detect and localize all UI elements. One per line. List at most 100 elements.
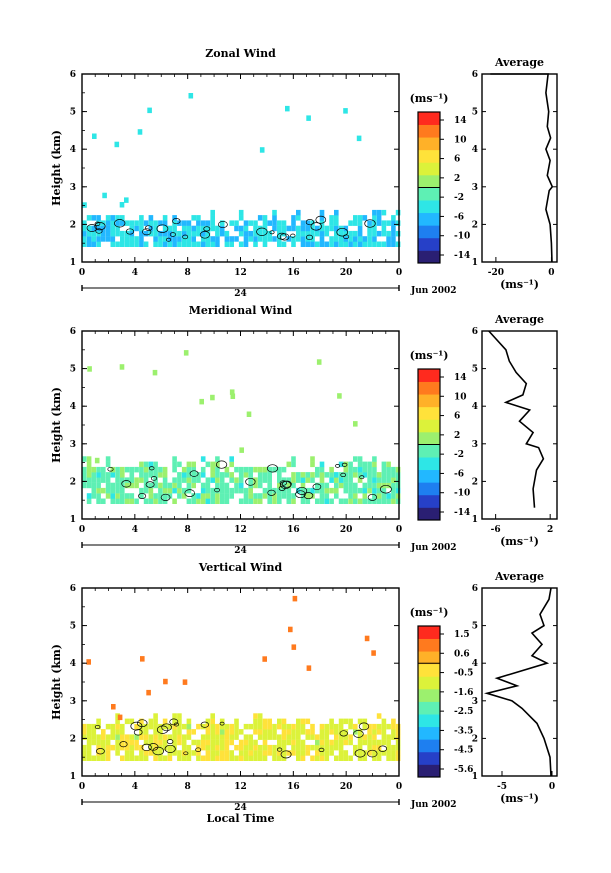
heatmap-cell bbox=[186, 718, 192, 725]
panel-1-heatmap-cells bbox=[82, 93, 401, 247]
heatmap-cell bbox=[186, 755, 192, 761]
heatmap-cell bbox=[367, 236, 372, 242]
heatmap-cell bbox=[243, 755, 249, 761]
heatmap-cell bbox=[272, 734, 277, 740]
panel-1-date-label: Jun 2002 bbox=[410, 286, 457, 296]
heatmap-cell bbox=[262, 487, 268, 494]
heatmap-cell bbox=[143, 466, 149, 473]
heatmap-cell bbox=[324, 750, 330, 756]
avg-y-tick-label: 3 bbox=[472, 183, 478, 193]
contour-line bbox=[142, 228, 152, 236]
heatmap-cell bbox=[357, 472, 363, 478]
heatmap-cell bbox=[257, 482, 263, 489]
heatmap-cell bbox=[82, 202, 87, 208]
heatmap-cell bbox=[86, 482, 92, 489]
heatmap-cell bbox=[272, 729, 277, 735]
heatmap-cell bbox=[215, 466, 220, 473]
heatmap-cell bbox=[101, 472, 106, 478]
heatmap-cell bbox=[139, 477, 144, 483]
heatmap-cell bbox=[334, 744, 339, 751]
heatmap-cell bbox=[158, 487, 163, 494]
heatmap-cell bbox=[376, 472, 382, 478]
heatmap-cell bbox=[101, 744, 106, 751]
heatmap-cell bbox=[338, 744, 344, 751]
heatmap-cell bbox=[129, 734, 135, 740]
heatmap-cell bbox=[338, 241, 344, 247]
contour-line bbox=[94, 221, 101, 226]
heatmap-cell bbox=[86, 472, 92, 478]
heatmap-cell bbox=[196, 220, 201, 226]
heatmap-cell bbox=[229, 389, 235, 395]
heatmap-cell bbox=[324, 493, 330, 499]
heatmap-cell bbox=[395, 487, 401, 494]
heatmap-cell bbox=[305, 718, 311, 725]
heatmap-cell bbox=[386, 230, 391, 237]
heatmap-cell bbox=[139, 241, 144, 247]
heatmap-cell bbox=[105, 744, 111, 751]
heatmap-cell bbox=[343, 498, 349, 504]
heatmap-cell bbox=[105, 750, 111, 756]
heatmap-cell bbox=[319, 466, 325, 473]
heatmap-cell bbox=[96, 487, 101, 494]
heatmap-cell bbox=[391, 236, 396, 242]
heatmap-cell bbox=[205, 482, 211, 489]
heatmap-cell bbox=[205, 225, 211, 232]
heatmap-cell bbox=[172, 750, 177, 756]
heatmap-cell bbox=[153, 225, 158, 232]
heatmap-cell bbox=[139, 472, 144, 478]
heatmap-cell bbox=[129, 744, 135, 751]
heatmap-cell bbox=[172, 461, 177, 468]
y-tick-label: 6 bbox=[70, 327, 76, 337]
heatmap-cell bbox=[105, 487, 111, 494]
colorbar-tick-label: -1.6 bbox=[454, 688, 473, 698]
heatmap-cell bbox=[238, 487, 244, 494]
heatmap-cell bbox=[267, 750, 272, 756]
heatmap-cell bbox=[272, 209, 277, 216]
heatmap-cell bbox=[134, 225, 139, 232]
heatmap-cell bbox=[248, 493, 253, 499]
heatmap-cell bbox=[367, 498, 372, 504]
contour-line bbox=[199, 231, 210, 239]
contour-line bbox=[358, 722, 370, 731]
heatmap-cell bbox=[191, 498, 196, 504]
heatmap-cell bbox=[153, 723, 158, 730]
panel-1-average-frame bbox=[481, 73, 558, 263]
heatmap-cell bbox=[300, 755, 306, 761]
heatmap-cell bbox=[234, 755, 239, 761]
heatmap-cell bbox=[115, 734, 120, 740]
heatmap-cell bbox=[395, 477, 401, 483]
heatmap-cell bbox=[310, 477, 315, 483]
heatmap-cell bbox=[343, 108, 348, 114]
heatmap-cell bbox=[86, 236, 92, 242]
heatmap-cell bbox=[229, 461, 234, 468]
heatmap-cell bbox=[381, 729, 387, 735]
y-tick-label: 6 bbox=[70, 70, 76, 80]
heatmap-cell bbox=[234, 723, 239, 730]
heatmap-cell bbox=[357, 718, 363, 725]
heatmap-cell bbox=[343, 225, 349, 232]
heatmap-cell bbox=[343, 241, 349, 247]
heatmap-cell bbox=[224, 755, 230, 761]
heatmap-cell bbox=[367, 750, 372, 756]
y-tick-label: 5 bbox=[70, 108, 76, 118]
heatmap-cell bbox=[286, 729, 292, 735]
heatmap-cell bbox=[296, 477, 301, 483]
heatmap-cell bbox=[248, 220, 253, 226]
colorbar-segment bbox=[418, 369, 440, 382]
heatmap-cell bbox=[262, 739, 268, 746]
heatmap-cell bbox=[248, 236, 253, 242]
heatmap-cell bbox=[205, 230, 211, 237]
heatmap-cell bbox=[110, 493, 116, 499]
heatmap-cell bbox=[367, 477, 372, 483]
heatmap-cell bbox=[372, 225, 377, 232]
heatmap-cell bbox=[94, 457, 100, 464]
heatmap-cell bbox=[186, 498, 192, 504]
panel-1-day-label: 24 bbox=[234, 289, 247, 299]
heatmap-cell bbox=[338, 498, 344, 504]
heatmap-cell bbox=[86, 215, 92, 221]
heatmap-cell bbox=[315, 498, 320, 504]
heatmap-cell bbox=[267, 230, 272, 237]
heatmap-cell bbox=[277, 482, 282, 489]
heatmap-cell bbox=[281, 220, 287, 226]
heatmap-cell bbox=[319, 739, 325, 746]
